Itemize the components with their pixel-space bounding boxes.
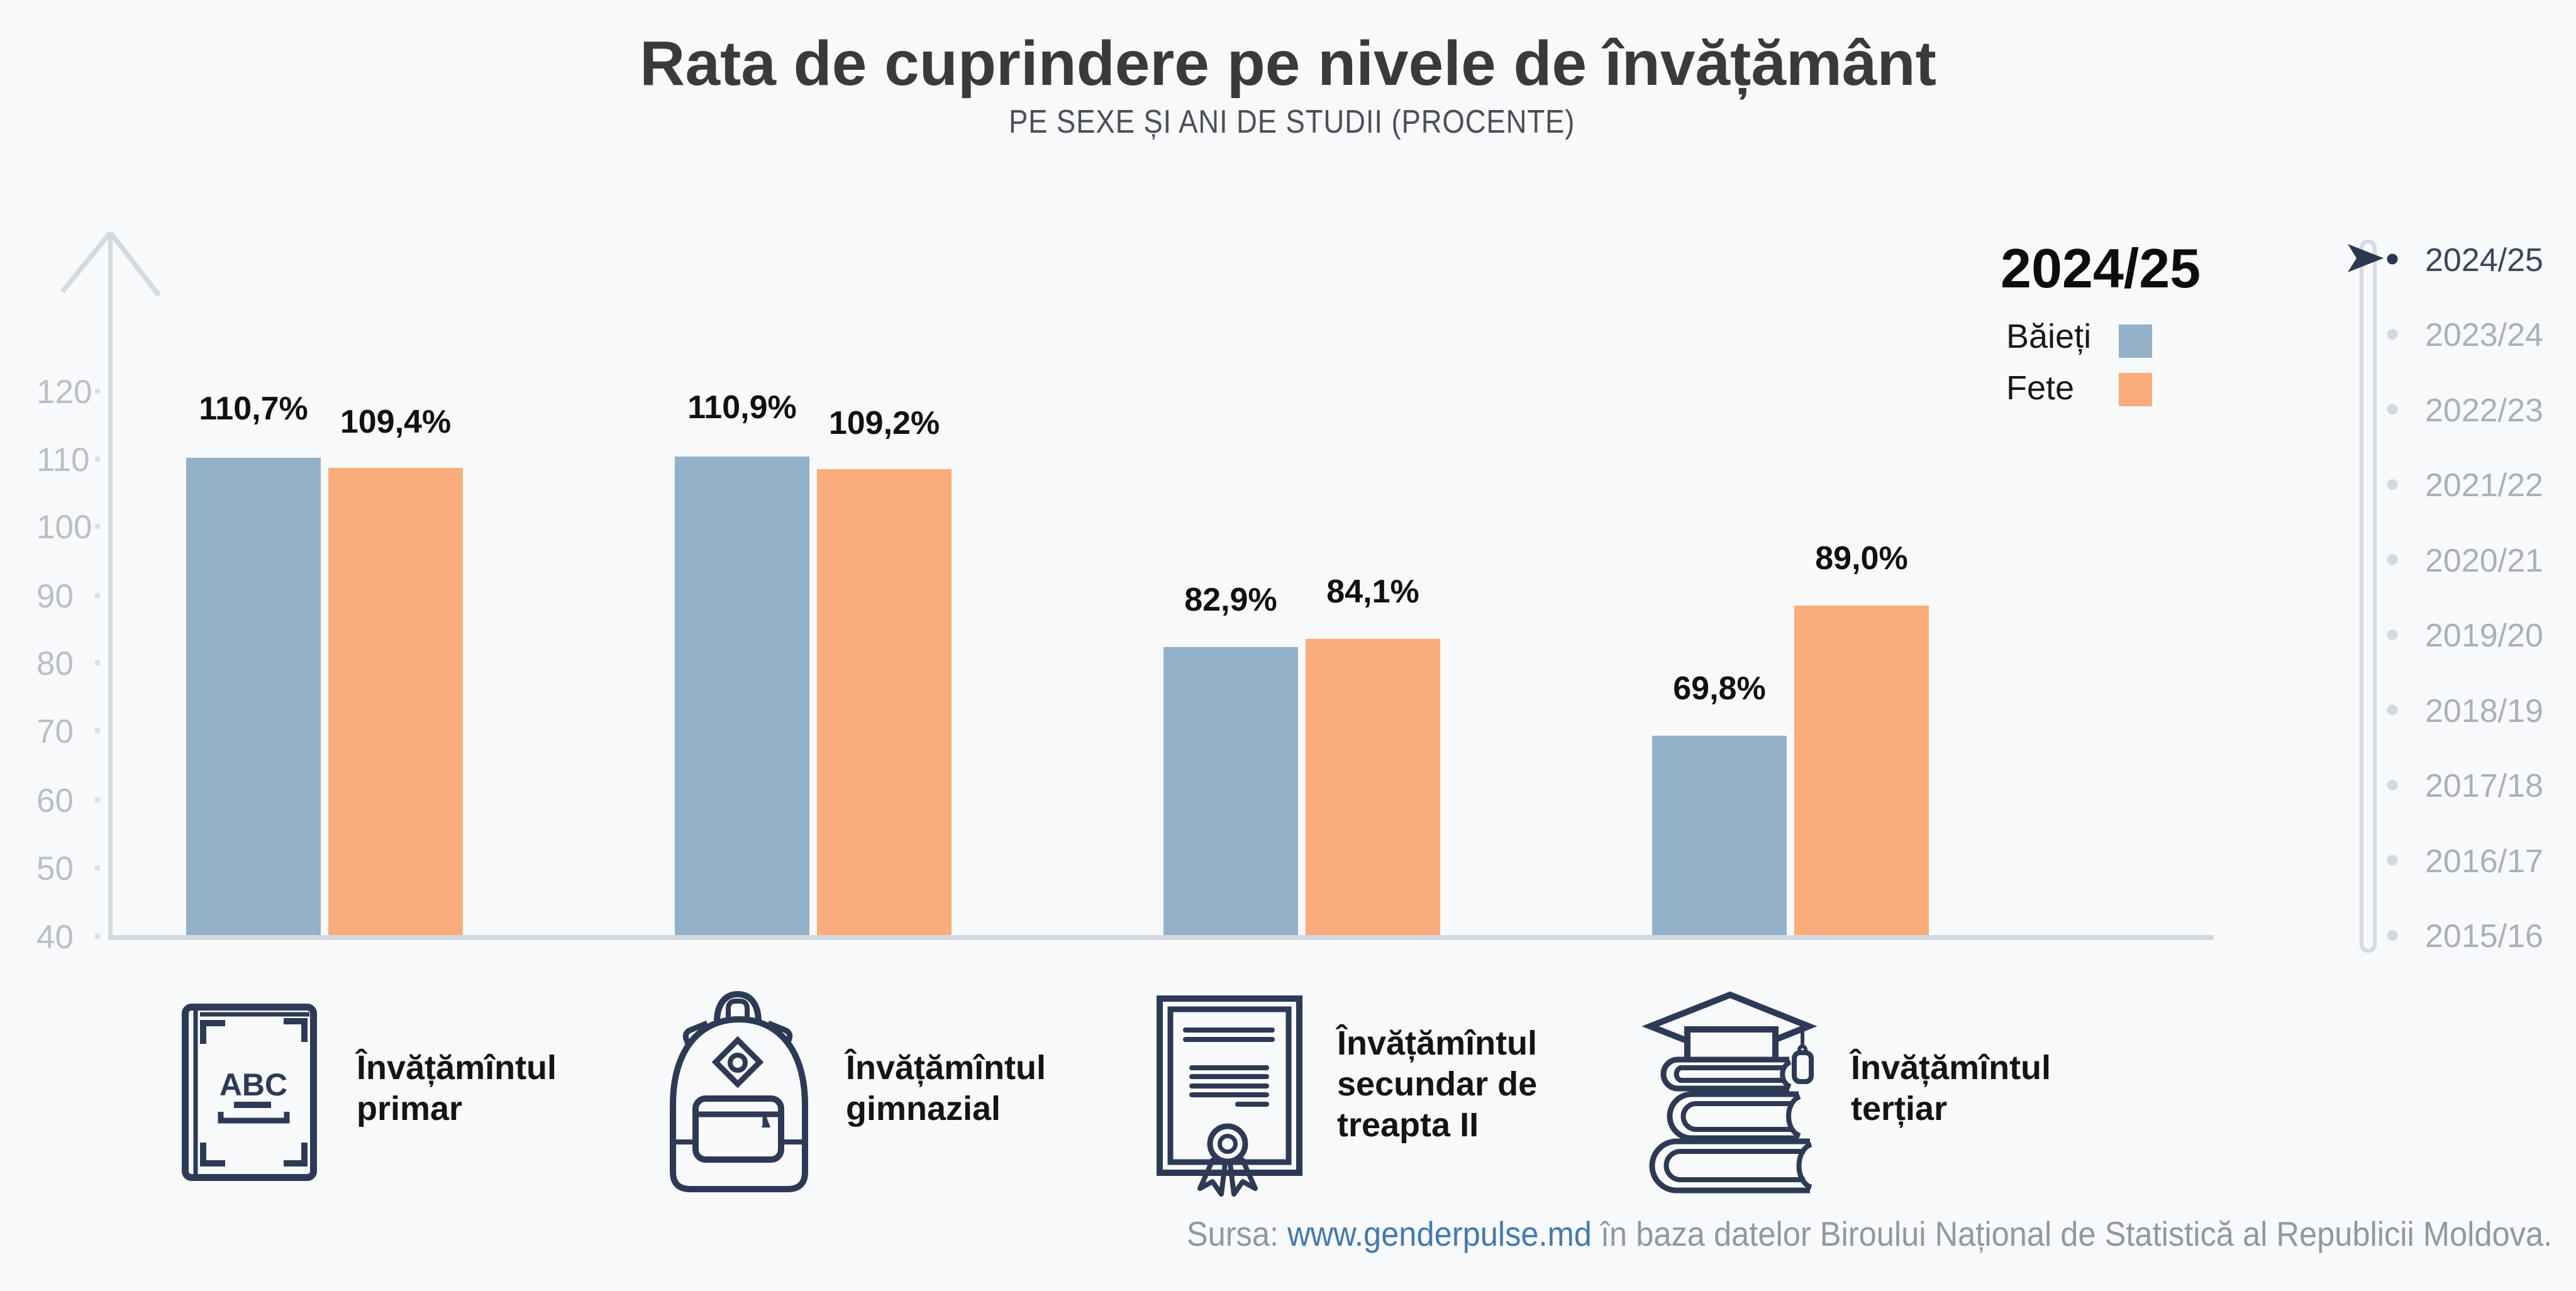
svg-text:ABC: ABC [219,1067,287,1102]
